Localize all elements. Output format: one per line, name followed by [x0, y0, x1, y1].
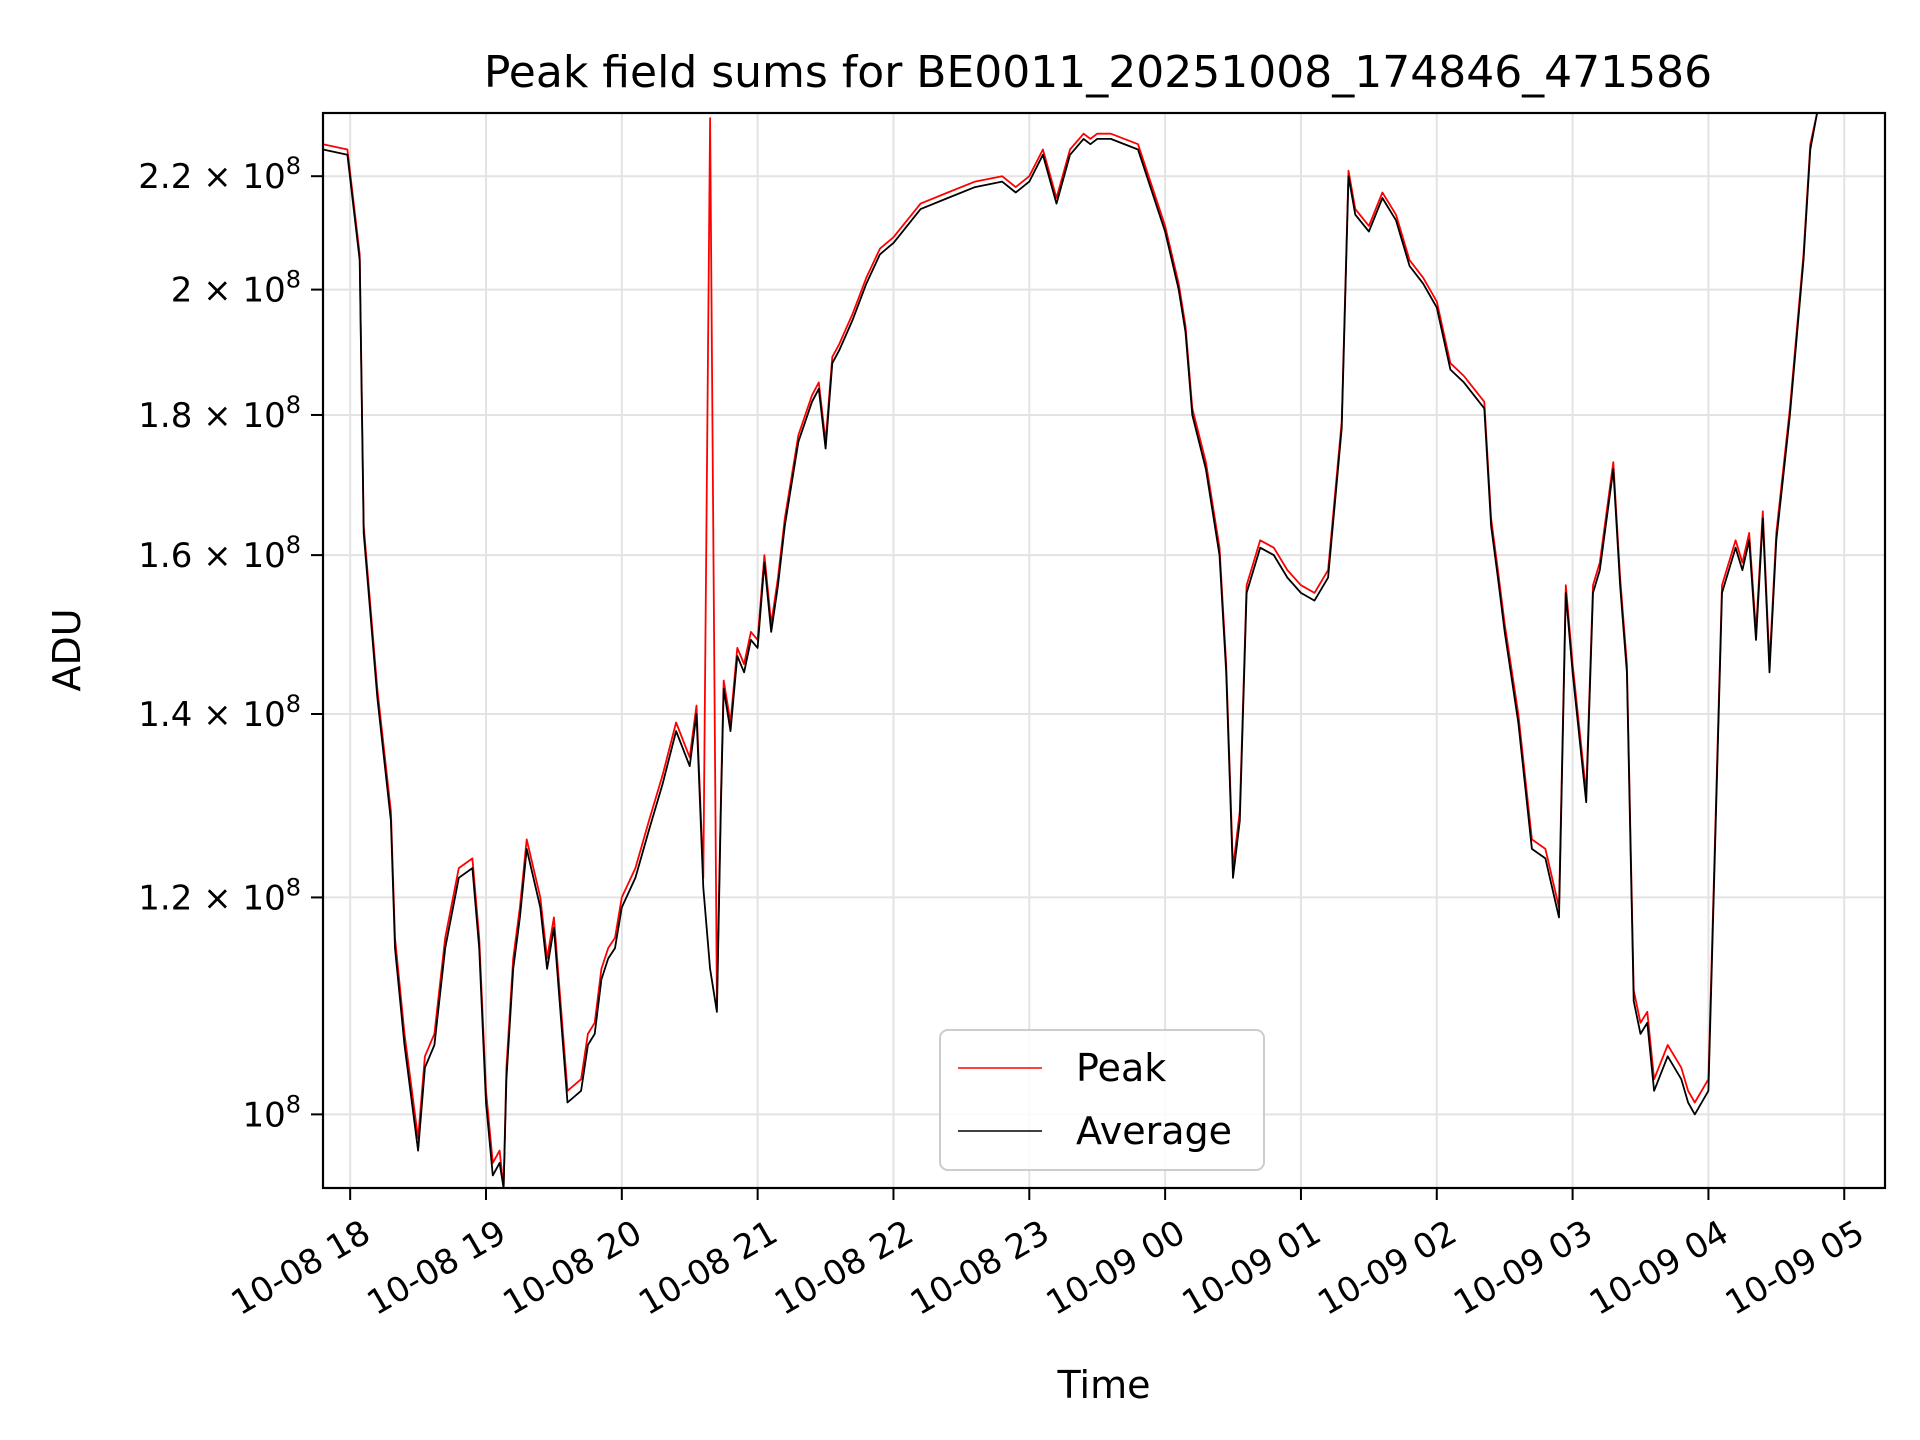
y-tick-label: 2 × 108	[171, 266, 301, 311]
series-line-peak	[322, 112, 1818, 1189]
legend-box	[939, 1029, 1265, 1171]
y-tick-label: 108	[242, 1090, 301, 1135]
legend: Peak Average	[939, 1029, 1265, 1171]
y-axis: 108 1.2 × 108 1.4 × 108 1.6 × 108 1.8 × 108 2…	[138, 152, 323, 1135]
legend-label-peak: Peak	[1076, 1046, 1166, 1090]
plot-frame	[321, 111, 1887, 1190]
series-line-average	[322, 112, 1818, 1189]
y-tick-label: 1.4 × 108	[138, 690, 301, 735]
legend-label-average: Average	[1076, 1109, 1232, 1153]
y-tick-label: 2.2 × 108	[138, 152, 301, 197]
y-axis-label: ADU	[45, 608, 89, 691]
chart-title: Peak field sums for BE0011_20251008_1748…	[484, 47, 1712, 98]
series-layer	[322, 112, 1818, 1189]
x-axis-label: Time	[1057, 1363, 1151, 1407]
y-tick-label: 1.6 × 108	[138, 531, 301, 576]
y-tick-label: 1.8 × 108	[138, 391, 301, 436]
y-tick-label: 1.2 × 108	[138, 873, 301, 918]
